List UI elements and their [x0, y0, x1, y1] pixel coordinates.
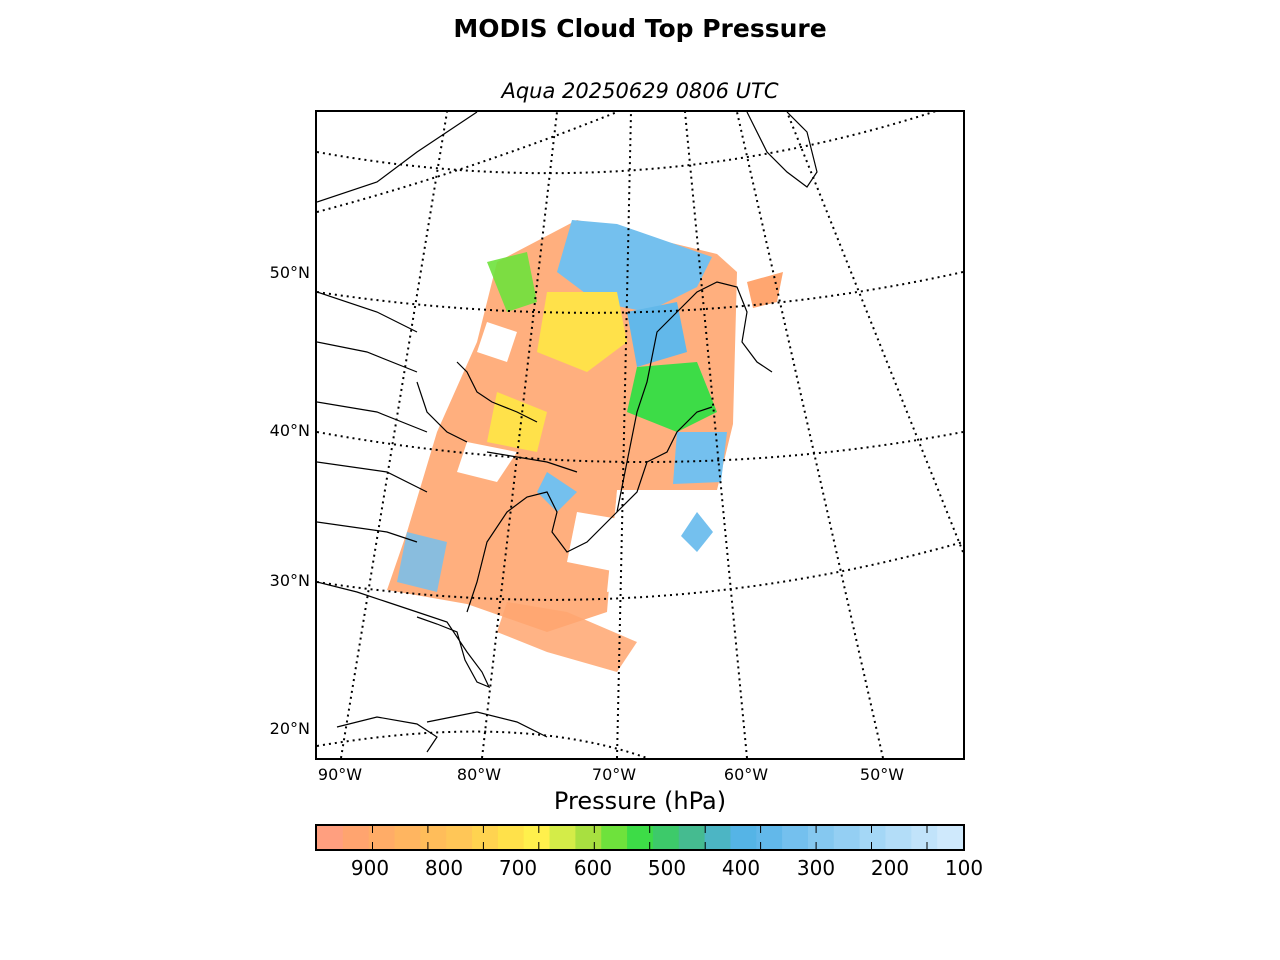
map-svg — [317, 112, 963, 758]
chart-title: MODIS Cloud Top Pressure — [453, 14, 827, 43]
colorbar-segment — [575, 826, 602, 849]
colorbar-tick-400: 400 — [721, 856, 761, 880]
colorbar-segment — [782, 826, 809, 849]
colorbar-segment — [549, 826, 576, 849]
graticule — [317, 112, 963, 758]
colorbar-segment — [317, 826, 344, 849]
colorbar-segment — [420, 826, 447, 849]
colorbar-segment — [859, 826, 887, 849]
lon-label-50w: 50°W — [859, 765, 905, 784]
colorbar-tick-800: 800 — [424, 856, 464, 880]
colorbar-segment — [807, 826, 835, 849]
colorbar-tick-300: 300 — [796, 856, 836, 880]
colorbar-segment — [678, 826, 706, 849]
colorbar-segment — [885, 826, 912, 849]
colorbar-tick-900: 900 — [350, 856, 390, 880]
colorbar-segment — [730, 826, 757, 849]
colorbar-segment — [937, 826, 963, 849]
lon-label-90w: 90°W — [317, 765, 363, 784]
colorbar-tick-500: 500 — [647, 856, 687, 880]
colorbar — [315, 824, 965, 851]
cloud-field — [387, 220, 783, 672]
colorbar-segment — [342, 826, 370, 849]
colorbar-segment — [627, 826, 654, 849]
colorbar-segment — [756, 826, 783, 849]
chart-subtitle: Aqua 20250629 0806 UTC — [501, 79, 779, 103]
colorbar-segment — [911, 826, 938, 849]
colorbar-segment — [394, 826, 421, 849]
lat-label-20n: 20°N — [269, 719, 310, 738]
colorbar-tick-600: 600 — [573, 856, 613, 880]
colorbar-segment — [601, 826, 628, 849]
colorbar-segment — [472, 826, 499, 849]
colorbar-segment — [368, 826, 396, 849]
colorbar-segment — [497, 826, 525, 849]
colorbar-tick-700: 700 — [498, 856, 538, 880]
colorbar-segment — [523, 826, 551, 849]
colorbar-tick-100: 100 — [944, 856, 984, 880]
coastlines — [317, 112, 818, 753]
lon-label-70w: 70°W — [591, 765, 637, 784]
lon-label-80w: 80°W — [456, 765, 502, 784]
lat-label-40n: 40°N — [269, 421, 310, 440]
colorbar-tick-200: 200 — [870, 856, 910, 880]
colorbar-title: Pressure (hPa) — [553, 787, 727, 815]
lon-label-60w: 60°W — [723, 765, 769, 784]
colorbar-segment — [446, 826, 473, 849]
colorbar-segment — [704, 826, 732, 849]
map-panel — [315, 110, 965, 760]
colorbar-segment — [652, 826, 680, 849]
lat-label-30n: 30°N — [269, 571, 310, 590]
colorbar-segment — [833, 826, 861, 849]
colorbar-svg — [317, 826, 963, 849]
lat-label-50n: 50°N — [269, 263, 310, 282]
